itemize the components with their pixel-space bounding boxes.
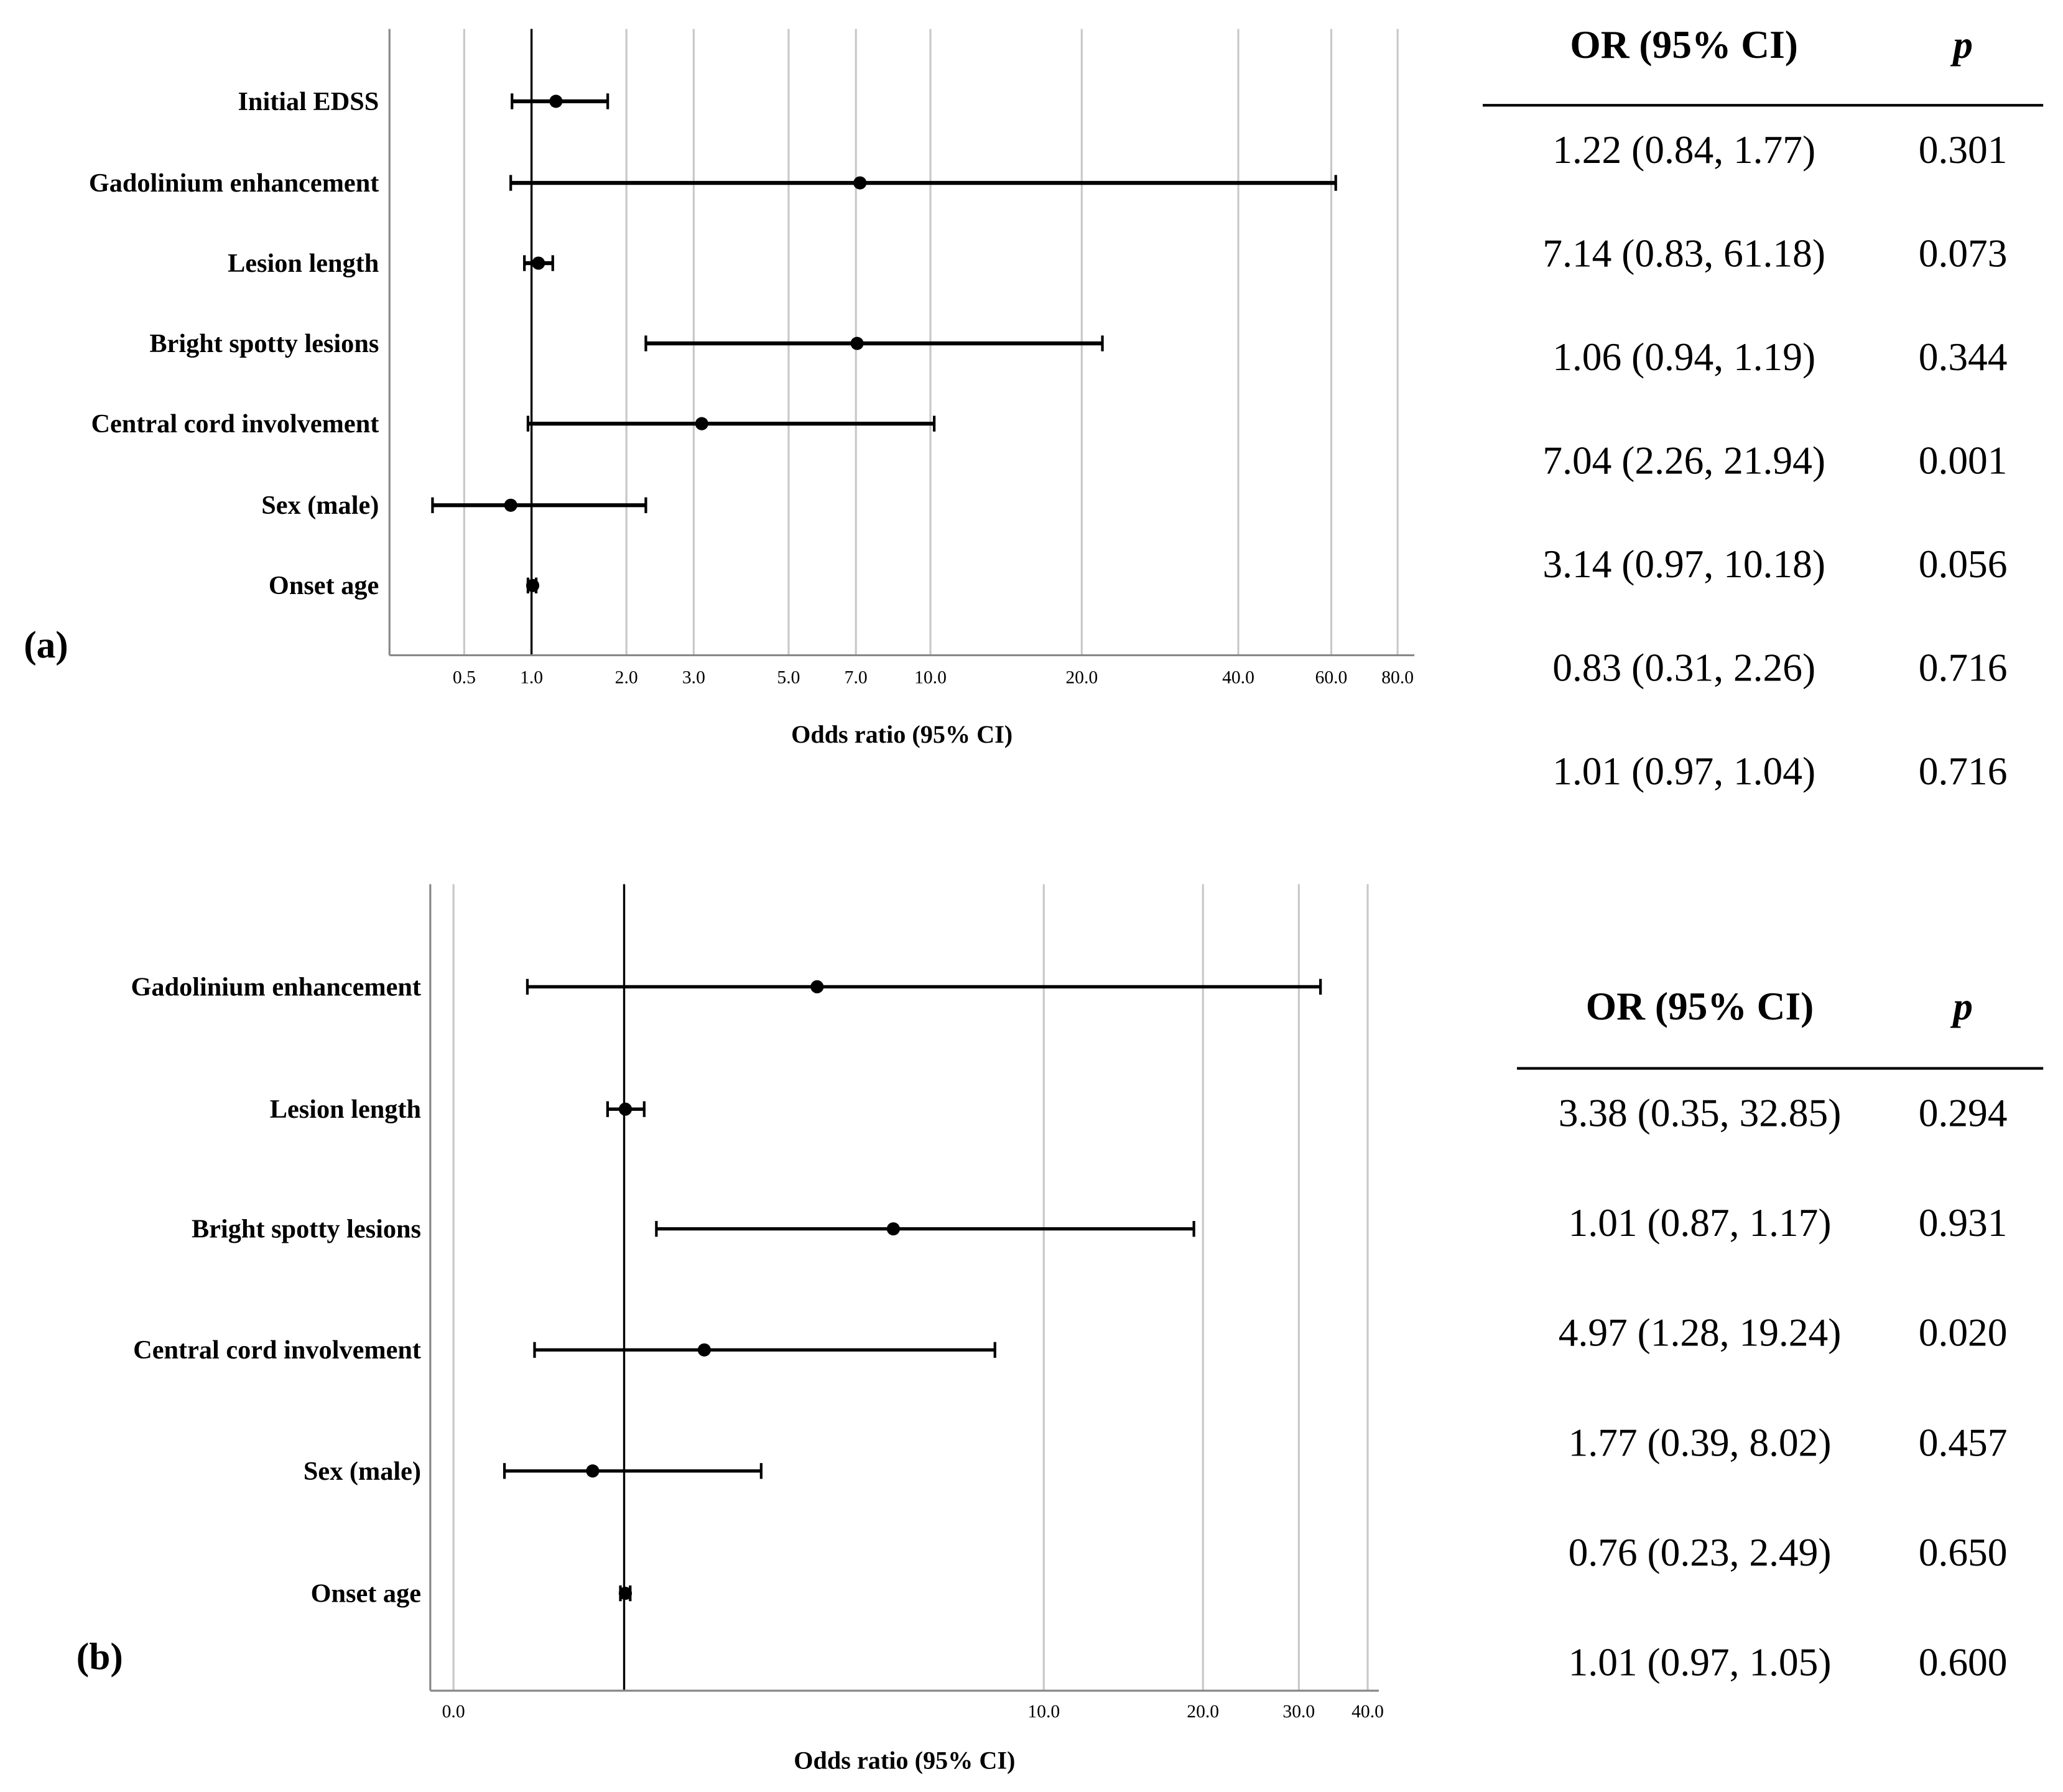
table-header: OR (95% CI) xyxy=(1586,984,1814,1028)
category-label: Lesion length xyxy=(228,249,379,278)
table-cell: 0.716 xyxy=(1919,645,2008,689)
point-estimate xyxy=(618,1587,633,1600)
x-tick-label: 1.0 xyxy=(520,667,543,687)
category-label: Bright spotty lesions xyxy=(149,329,379,358)
table-cell: 0.001 xyxy=(1919,438,2008,482)
point-estimate xyxy=(586,1464,600,1478)
table-cell: 1.77 (0.39, 8.02) xyxy=(1569,1420,1832,1464)
category-label: Sex (male) xyxy=(304,1457,421,1486)
table-cell: 0.650 xyxy=(1919,1530,2008,1574)
table-cell: 1.22 (0.84, 1.77) xyxy=(1552,128,1815,172)
table-cell: 1.01 (0.87, 1.17) xyxy=(1569,1200,1832,1245)
panel-label: (b) xyxy=(76,1636,123,1678)
table-cell: 0.294 xyxy=(1919,1090,2008,1135)
x-tick-label: 40.0 xyxy=(1351,1702,1384,1722)
table-header: p xyxy=(1950,984,1973,1028)
panel-label: (a) xyxy=(24,624,68,666)
point-estimate xyxy=(853,176,867,190)
table-cell: 0.056 xyxy=(1919,542,2008,586)
x-tick-label: 20.0 xyxy=(1065,667,1098,687)
x-tick-label: 7.0 xyxy=(845,667,868,687)
table-cell: 7.04 (2.26, 21.94) xyxy=(1542,438,1825,482)
x-tick-label: 10.0 xyxy=(914,667,947,687)
table-cell: 3.14 (0.97, 10.18) xyxy=(1542,542,1825,586)
table-cell: 0.83 (0.31, 2.26) xyxy=(1552,645,1815,689)
category-label: Bright spotty lesions xyxy=(192,1215,421,1244)
category-label: Onset age xyxy=(269,571,379,600)
category-label: Lesion length xyxy=(270,1095,421,1124)
point-estimate xyxy=(810,980,824,994)
table-cell: 0.716 xyxy=(1919,749,2008,793)
table-cell: 0.301 xyxy=(1919,128,2008,172)
x-axis-label: Odds ratio (95% CI) xyxy=(791,720,1013,748)
category-label: Sex (male) xyxy=(261,491,379,520)
table-cell: 0.600 xyxy=(1919,1640,2008,1684)
x-tick-label: 60.0 xyxy=(1315,667,1348,687)
table-cell: 1.06 (0.94, 1.19) xyxy=(1552,335,1815,379)
point-estimate xyxy=(504,498,517,512)
table-cell: 1.01 (0.97, 1.05) xyxy=(1569,1640,1832,1684)
table-header: OR (95% CI) xyxy=(1570,22,1798,67)
x-tick-label: 5.0 xyxy=(777,667,800,687)
x-tick-label: 0.5 xyxy=(453,667,476,687)
table-cell: 4.97 (1.28, 19.24) xyxy=(1559,1311,1842,1355)
category-label: Gadolinium enhancement xyxy=(131,972,421,1001)
category-label: Gadolinium enhancement xyxy=(89,169,379,198)
x-tick-label: 40.0 xyxy=(1222,667,1254,687)
x-tick-label: 10.0 xyxy=(1027,1702,1060,1722)
category-label: Onset age xyxy=(311,1579,421,1609)
table-cell: 0.344 xyxy=(1919,335,2008,379)
x-tick-label: 30.0 xyxy=(1282,1702,1315,1722)
category-label: Central cord involvement xyxy=(133,1335,421,1365)
x-tick-label: 20.0 xyxy=(1187,1702,1219,1722)
point-estimate xyxy=(618,1102,633,1116)
x-axis-label: Odds ratio (95% CI) xyxy=(794,1747,1015,1775)
point-estimate xyxy=(886,1222,900,1236)
table-cell: 3.38 (0.35, 32.85) xyxy=(1559,1090,1842,1135)
table-cell: 7.14 (0.83, 61.18) xyxy=(1542,231,1825,276)
table-cell: 0.931 xyxy=(1919,1200,2008,1245)
point-estimate xyxy=(697,1343,711,1357)
table-cell: 0.073 xyxy=(1919,231,2008,276)
table-cell: 0.457 xyxy=(1919,1420,2008,1464)
category-label: Initial EDSS xyxy=(238,87,379,116)
table-header: p xyxy=(1950,22,1973,67)
point-estimate xyxy=(850,337,864,350)
x-tick-label: 80.0 xyxy=(1381,667,1414,687)
x-tick-label: 3.0 xyxy=(682,667,705,687)
point-estimate xyxy=(549,95,563,108)
table-cell: 0.76 (0.23, 2.49) xyxy=(1569,1530,1832,1574)
point-estimate xyxy=(526,578,540,592)
table-cell: 1.01 (0.97, 1.04) xyxy=(1552,749,1815,793)
point-estimate xyxy=(532,256,545,270)
x-tick-label: 2.0 xyxy=(615,667,638,687)
x-tick-label: 0.0 xyxy=(442,1702,465,1722)
category-label: Central cord involvement xyxy=(91,409,379,439)
point-estimate xyxy=(695,417,708,430)
table-cell: 0.020 xyxy=(1919,1311,2008,1355)
